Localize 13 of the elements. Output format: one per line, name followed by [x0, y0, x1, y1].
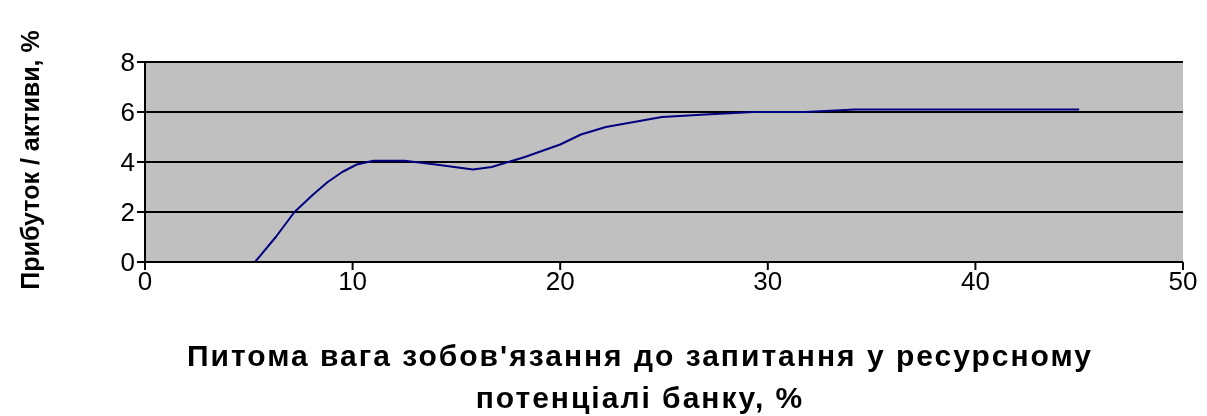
- y-tick-label: 2: [120, 197, 135, 228]
- x-tick-label: 10: [338, 266, 368, 297]
- y-tick-label: 6: [120, 97, 135, 128]
- x-tick-label: 50: [1168, 266, 1198, 297]
- x-tick-label: 30: [753, 266, 783, 297]
- y-axis-title: Прибуток / активи, %: [15, 30, 45, 290]
- x-tick-label: 40: [960, 266, 990, 297]
- y-tick-label: 4: [120, 147, 135, 178]
- y-tick-label: 8: [120, 47, 135, 78]
- x-tick-label: 20: [545, 266, 575, 297]
- line-series: [254, 108, 1081, 262]
- x-axis-title: Питома вага зобов'язання до запитання у ресурсному потенціалі банку, %: [185, 338, 1095, 416]
- y-tick-label: 0: [120, 247, 135, 278]
